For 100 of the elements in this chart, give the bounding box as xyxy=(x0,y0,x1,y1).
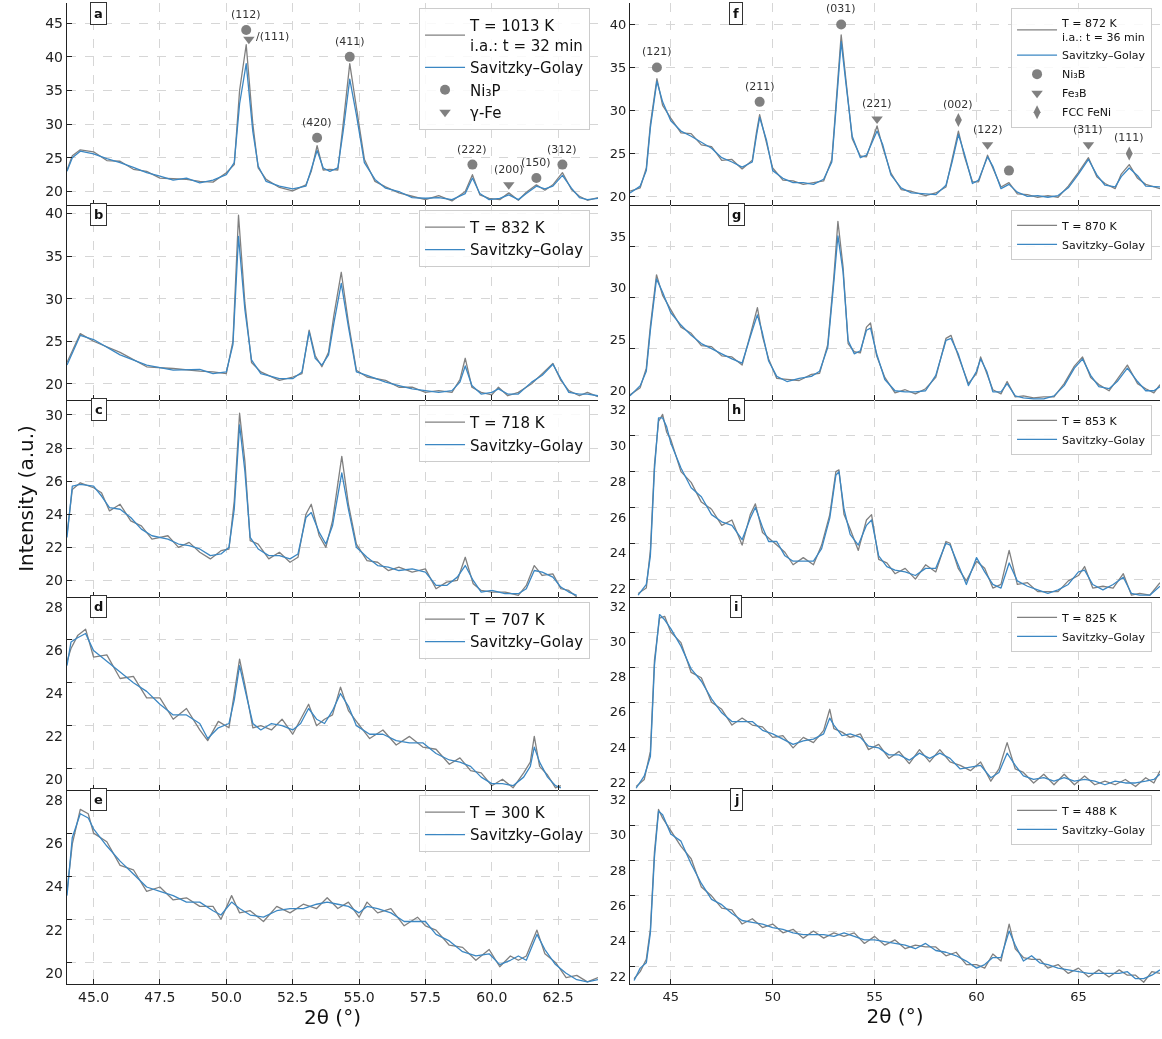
y-tick-label: 28 xyxy=(45,792,63,809)
y-tick-label: 28 xyxy=(45,599,63,616)
y-tick-label: 32 xyxy=(609,402,627,418)
y-tick-label: 24 xyxy=(45,506,64,523)
y-tick-label: 22 xyxy=(45,539,63,556)
y-tick-label: 28 xyxy=(609,473,627,489)
legend-label: T = 300 K xyxy=(469,803,546,822)
annotation: (211) xyxy=(745,80,775,93)
x-tick-label: 55.0 xyxy=(343,989,375,1005)
y-tick-label: 22 xyxy=(609,968,627,984)
annotation: a xyxy=(94,6,103,21)
legend-label: T = 853 K xyxy=(1061,414,1118,428)
legend-label: T = 870 K xyxy=(1061,219,1118,233)
y-axis-title: Intensity (a.u.) xyxy=(13,425,38,572)
y-tick-label: 20 xyxy=(609,382,627,398)
annotation: (420) xyxy=(302,116,332,129)
legend-label: T = 872 K i.a.: t = 36 min xyxy=(1061,16,1145,45)
legend-label: Savitzky–Golay xyxy=(470,241,584,260)
annotation: e xyxy=(94,792,103,807)
legend-label: Savitzky–Golay xyxy=(470,633,584,652)
y-tick-label: 25 xyxy=(609,145,627,161)
point xyxy=(243,36,255,45)
annotation: i xyxy=(734,599,739,614)
annotation: j xyxy=(734,792,740,807)
x-tick-label: 52.5 xyxy=(277,989,309,1005)
y-tick-label: 22 xyxy=(45,727,63,744)
y-tick-label: 20 xyxy=(45,183,63,200)
legend-label: T = 718 K xyxy=(469,414,546,433)
y-tick-label: 20 xyxy=(609,188,627,204)
y-tick-label: 22 xyxy=(45,921,63,938)
annotation: (311) xyxy=(1073,123,1103,136)
x-tick-label: 47.5 xyxy=(144,989,176,1005)
x-axis-title: 2θ (°) xyxy=(866,1003,924,1028)
y-tick-label: 30 xyxy=(609,437,627,453)
y-tick-label: 30 xyxy=(609,634,627,650)
annotation: g xyxy=(732,207,742,222)
y-tick-label: 22 xyxy=(609,774,627,790)
legend-label: Savitzky–Golay xyxy=(470,826,584,845)
point xyxy=(531,173,542,184)
x-tick-label: 57.5 xyxy=(409,989,442,1005)
legend-label: Fe₃B xyxy=(1062,87,1087,101)
annotation: (222) xyxy=(457,143,487,156)
x-tick-label: 60.0 xyxy=(476,989,508,1005)
y-tick-label: 35 xyxy=(609,60,627,76)
y-tick-label: 22 xyxy=(609,581,627,597)
y-tick-label: 20 xyxy=(45,964,63,981)
legend-label: Savitzky–Golay xyxy=(1062,630,1146,644)
annotation: h xyxy=(732,402,742,417)
y-tick-label: 24 xyxy=(45,878,64,895)
x-tick-label: 50.0 xyxy=(210,989,242,1005)
x-tick-label: 65 xyxy=(1070,988,1087,1004)
point xyxy=(836,19,847,30)
legend-label: Savitzky–Golay xyxy=(1062,433,1146,447)
y-tick-label: 30 xyxy=(45,290,63,307)
x-tick-label: 45 xyxy=(662,988,680,1004)
y-tick-label: 26 xyxy=(45,473,64,490)
y-tick-label: 32 xyxy=(609,599,627,615)
y-tick-label: 45 xyxy=(45,15,63,32)
legend-label: T = 825 K xyxy=(1061,611,1118,625)
y-tick-label: 32 xyxy=(609,792,627,808)
point xyxy=(1003,165,1014,176)
annotation: (111) xyxy=(1114,131,1144,144)
annotation: f xyxy=(733,6,739,21)
legend-label: T = 832 K xyxy=(469,218,546,237)
annotation: (002) xyxy=(943,98,973,111)
y-tick-label: 26 xyxy=(609,704,627,720)
legend-label: γ-Fe xyxy=(470,104,502,123)
point xyxy=(312,132,323,143)
legend-label: Savitzky–Golay xyxy=(470,436,584,455)
y-tick-label: 26 xyxy=(609,897,627,913)
y-tick-label: 20 xyxy=(45,572,63,589)
y-tick-label: 40 xyxy=(45,205,63,222)
legend-label: Savitzky–Golay xyxy=(470,59,584,78)
y-tick-label: 28 xyxy=(609,669,627,685)
point xyxy=(754,96,765,107)
y-tick-label: 35 xyxy=(45,82,63,99)
legend-label: Ni₃P xyxy=(470,81,501,100)
y-tick-label: 28 xyxy=(609,862,627,878)
y-tick-label: 26 xyxy=(45,642,64,659)
annotation: (411) xyxy=(335,35,365,48)
annotation: (112) xyxy=(231,8,261,21)
legend-label: T = 1013 K i.a.: t = 32 min xyxy=(469,17,583,55)
y-tick-label: 20 xyxy=(45,375,63,392)
legend-label: Savitzky–Golay xyxy=(1062,49,1146,63)
y-tick-label: 24 xyxy=(609,933,627,949)
point xyxy=(467,159,478,170)
legend-label: Savitzky–Golay xyxy=(1062,823,1146,837)
x-tick-label: 45.0 xyxy=(77,989,110,1005)
y-tick-label: 40 xyxy=(609,17,627,33)
point xyxy=(651,62,662,73)
y-tick-label: 35 xyxy=(45,247,63,264)
x-tick-label: 55 xyxy=(866,988,883,1004)
y-tick-label: 25 xyxy=(609,331,627,347)
y-tick-label: 40 xyxy=(45,48,63,65)
legend-label: T = 707 K xyxy=(469,610,546,629)
annotation: b xyxy=(94,207,104,222)
legend-label: Ni₃B xyxy=(1062,68,1086,82)
x-tick-label: 50 xyxy=(764,988,781,1004)
y-tick-label: 30 xyxy=(45,116,63,133)
point xyxy=(557,159,568,170)
